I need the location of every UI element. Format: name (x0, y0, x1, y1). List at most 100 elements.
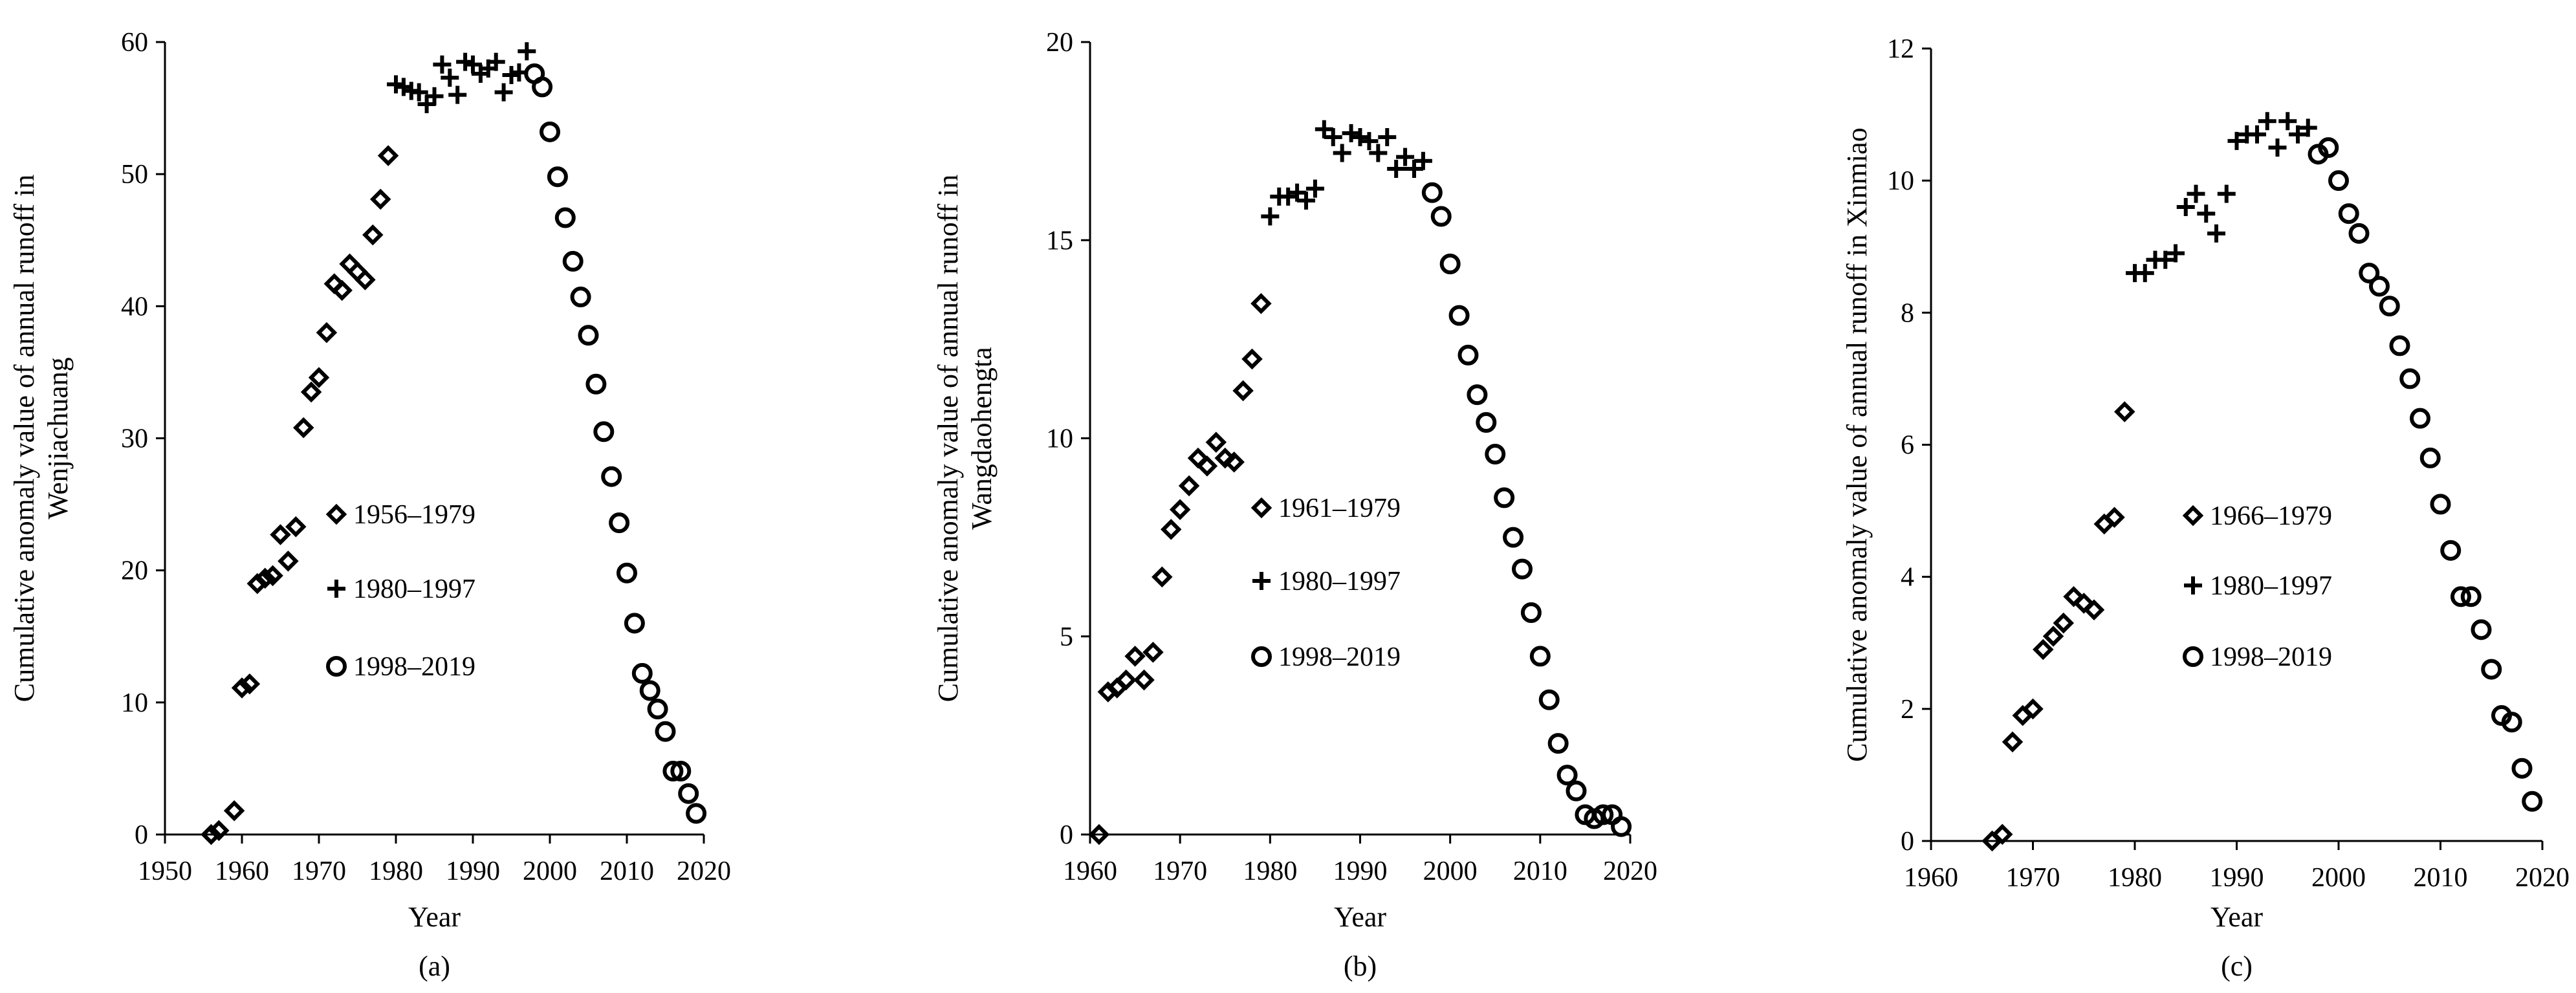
data-point-circle (593, 421, 615, 442)
y-tick-label: 6 (1901, 431, 1914, 461)
data-point-circle (2410, 408, 2430, 429)
y-tick-label: 20 (1046, 28, 1073, 58)
data-point-plus (464, 55, 482, 74)
data-point-circle (1611, 816, 1632, 837)
data-point-diamond (254, 567, 276, 589)
data-point-circle (1485, 444, 1506, 464)
series-plus (387, 42, 536, 113)
y-tick-label: 12 (1887, 34, 1914, 64)
y-tick-label: 60 (121, 28, 148, 58)
data-point-circle (647, 699, 668, 720)
data-point-diamond (2002, 731, 2024, 753)
legend-label: 1961–1979 (1278, 494, 1401, 523)
data-point-diamond (1178, 475, 1200, 497)
data-point-plus (2227, 131, 2246, 150)
y-tick-label: 15 (1046, 226, 1073, 256)
data-point-plus (2248, 125, 2266, 144)
data-point-diamond (2083, 599, 2105, 620)
data-point-plus (2135, 264, 2154, 283)
data-point-diamond (1142, 642, 1164, 663)
data-point-diamond (1241, 348, 1263, 370)
data-point-plus (2207, 224, 2225, 243)
data-point-circle (532, 76, 553, 98)
legend-label: 1980–1997 (2210, 571, 2332, 601)
data-point-plus (1378, 128, 1397, 146)
data-point-plus (441, 69, 459, 87)
data-point-plus (2217, 184, 2236, 203)
data-point-plus (1414, 151, 1432, 170)
data-point-circle (2481, 659, 2502, 680)
data-point-diamond (278, 551, 299, 572)
data-point-circle (2419, 447, 2441, 468)
data-point-diamond (1223, 452, 1245, 473)
data-point-circle (2471, 619, 2492, 640)
data-point-diamond (270, 524, 291, 545)
data-point-circle (2389, 335, 2410, 356)
data-point-circle (624, 613, 645, 634)
data-point-circle (2369, 276, 2390, 297)
legend-label: 1998–2019 (353, 652, 475, 682)
x-tick-label: 1970 (1153, 857, 1207, 886)
y-tick-label: 0 (1901, 827, 1914, 857)
data-point-circle (2440, 540, 2461, 561)
x-axis-label: Year (408, 901, 461, 933)
data-point-plus (2167, 244, 2185, 263)
data-point-circle (1593, 804, 1614, 825)
data-point-diamond (201, 824, 222, 846)
y-tick-label: 20 (121, 556, 148, 586)
data-point-circle (601, 466, 622, 487)
data-point-diamond (362, 224, 384, 246)
legend-label: 1956–1979 (353, 500, 475, 530)
data-point-diamond (231, 677, 253, 699)
data-point-circle (609, 512, 630, 534)
data-point-diamond (2053, 612, 2074, 634)
data-point-plus (1369, 144, 1388, 162)
y-tick-label: 5 (1060, 622, 1073, 652)
series-plus (1261, 120, 1432, 226)
x-tick-label: 1990 (1333, 857, 1388, 886)
data-point-circle (1476, 412, 1497, 433)
data-point-circle (540, 121, 560, 142)
data-point-plus (2258, 112, 2276, 131)
data-point-circle (2399, 368, 2421, 389)
data-point-diamond (308, 367, 330, 388)
data-point-plus (1279, 187, 1298, 206)
data-point-diamond (1196, 455, 1218, 477)
x-tick-label: 1980 (1243, 857, 1297, 886)
legend-label: 1998–2019 (1278, 642, 1401, 672)
data-point-plus (2176, 198, 2195, 216)
x-tick-label: 2000 (1423, 857, 1478, 886)
x-tick-label: 2020 (1603, 857, 1657, 886)
x-tick-label: 1970 (2006, 863, 2060, 893)
y-tick-label: 40 (121, 292, 148, 322)
y-tick-label: 0 (1060, 820, 1073, 850)
y-tick-label: 30 (121, 424, 148, 454)
chart-panel-3: 0 2 4 6 8 10 12 1960 1970 1980 1990 2000 2010 2020 Yea… (1841, 34, 2570, 982)
data-point-diamond (1133, 669, 1155, 691)
data-point-circle (670, 761, 692, 781)
data-point-plus (486, 52, 505, 71)
data-point-circle (1503, 527, 1524, 548)
data-point-circle (585, 373, 607, 395)
data-point-diamond (316, 322, 338, 344)
y-tick-label: 10 (1046, 424, 1073, 454)
data-point-diamond (300, 381, 322, 403)
data-point-diamond (2104, 507, 2125, 529)
data-point-circle (655, 721, 676, 742)
data-point-diamond (377, 145, 399, 166)
x-tick-label: 2010 (2414, 863, 2468, 893)
x-tick-label: 2010 (1513, 857, 1567, 886)
data-point-circle (2430, 494, 2451, 515)
x-axis-label: Year (2210, 901, 2263, 933)
y-axis-label: Cumulative anomaly value of annual runof… (932, 175, 964, 702)
data-point-circle (2318, 137, 2339, 158)
data-point-circle (2511, 758, 2533, 779)
data-point-diamond (262, 565, 283, 587)
chart-panel-2: 0 5 10 15 20 1960 1970 1980 1990 2000 2010 2020 Year… (932, 28, 1657, 982)
data-point-circle (2450, 586, 2471, 607)
data-point-circle (570, 287, 591, 308)
data-point-circle (2522, 791, 2543, 812)
y-tick-label: 2 (1901, 695, 1914, 725)
data-point-plus (433, 55, 452, 74)
